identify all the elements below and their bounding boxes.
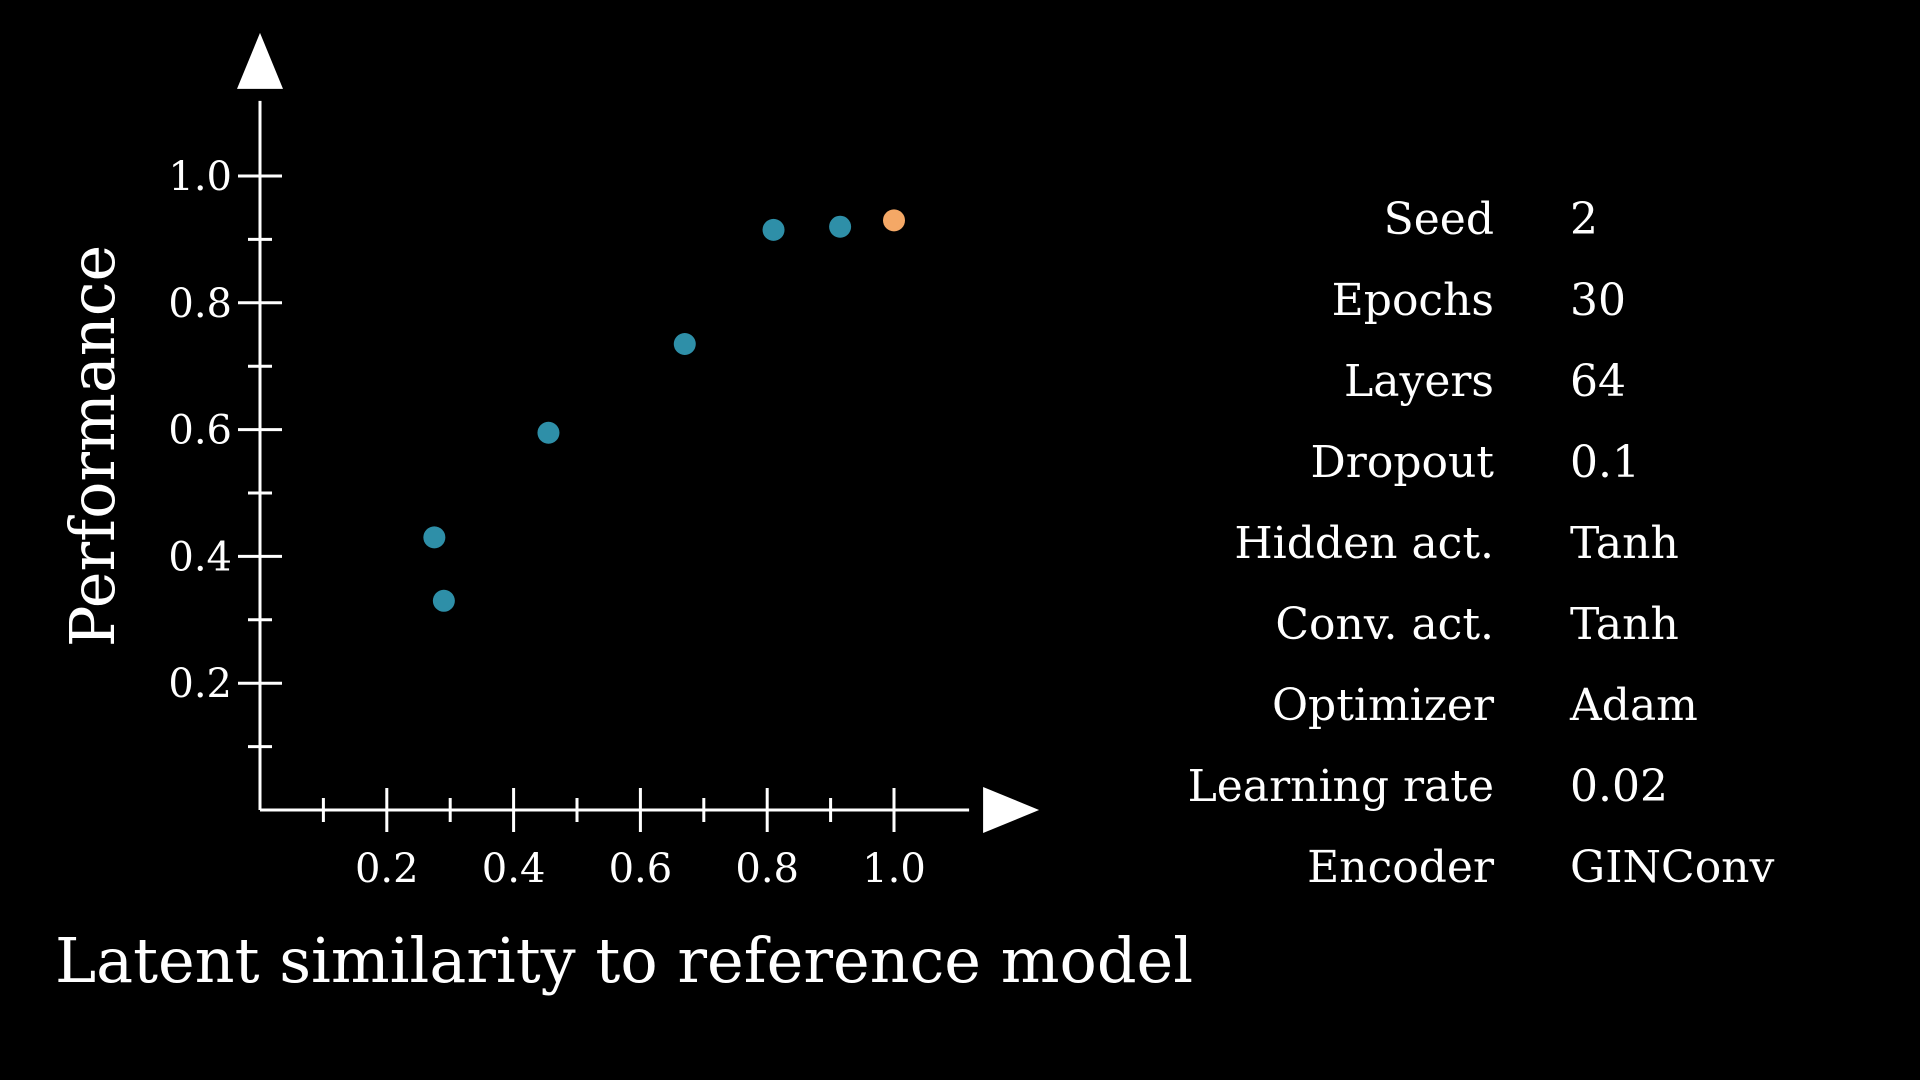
data-point xyxy=(432,589,455,612)
param-value: GINConv xyxy=(1570,842,1775,893)
param-row: Hidden act. Tanh xyxy=(1190,514,1890,595)
y-tick-label: 0.4 xyxy=(168,534,232,580)
data-points xyxy=(423,209,905,612)
data-point xyxy=(762,218,785,241)
axis-ticks xyxy=(238,174,896,832)
y-tick-label: 0.6 xyxy=(168,408,232,454)
param-label: Conv. act. xyxy=(1275,599,1494,650)
param-value: Adam xyxy=(1570,680,1698,731)
data-point xyxy=(537,421,560,444)
data-point xyxy=(673,333,696,356)
param-label: Layers xyxy=(1344,356,1494,407)
param-value: Tanh xyxy=(1570,599,1679,650)
param-value: 64 xyxy=(1570,356,1626,407)
param-label: Encoder xyxy=(1307,842,1494,893)
param-value: 0.1 xyxy=(1570,437,1640,488)
x-axis-title: Latent similarity to reference model xyxy=(55,924,1193,997)
x-axis-arrowhead xyxy=(983,787,1040,833)
param-value: Tanh xyxy=(1570,518,1679,569)
x-tick-label: 0.8 xyxy=(735,846,799,892)
y-axis-arrowhead xyxy=(237,32,283,89)
tick-labels: 0.2 0.4 0.6 0.8 1.0 0.2 0.4 0.6 0.8 1.0 xyxy=(168,154,925,892)
param-row: Seed 2 xyxy=(1190,190,1890,271)
param-row: Dropout 0.1 xyxy=(1190,433,1890,514)
y-axis-title: Performance xyxy=(56,245,129,647)
param-row: Conv. act. Tanh xyxy=(1190,595,1890,676)
param-row: Optimizer Adam xyxy=(1190,676,1890,757)
hyperparameter-table: Seed 2 Epochs 30 Layers 64 Dropout 0.1 Hidden ac… xyxy=(1187,190,1890,919)
x-tick-label: 0.6 xyxy=(609,846,673,892)
data-point xyxy=(883,209,905,232)
param-row: Epochs 30 xyxy=(1190,271,1890,352)
param-row: Learning rate 0.02 xyxy=(1187,757,1890,838)
param-value: 2 xyxy=(1570,194,1598,245)
y-tick-label: 0.8 xyxy=(168,281,232,327)
param-label: Dropout xyxy=(1310,437,1494,488)
y-tick-label: 1.0 xyxy=(168,154,232,200)
y-tick-label: 0.2 xyxy=(168,661,232,707)
param-label: Hidden act. xyxy=(1234,518,1494,569)
param-label: Learning rate xyxy=(1187,761,1494,812)
param-row: Layers 64 xyxy=(1190,352,1890,433)
param-label: Seed xyxy=(1383,194,1494,245)
param-label: Epochs xyxy=(1331,275,1494,326)
param-label: Optimizer xyxy=(1271,680,1494,731)
param-value: 0.02 xyxy=(1570,761,1668,812)
data-point xyxy=(423,526,446,549)
x-tick-label: 1.0 xyxy=(862,846,926,892)
x-tick-label: 0.2 xyxy=(355,846,419,892)
param-value: 30 xyxy=(1570,275,1626,326)
param-row: Encoder GINConv xyxy=(1190,838,1890,919)
x-tick-label: 0.4 xyxy=(482,846,546,892)
axes xyxy=(237,32,1040,833)
data-point xyxy=(829,215,852,238)
